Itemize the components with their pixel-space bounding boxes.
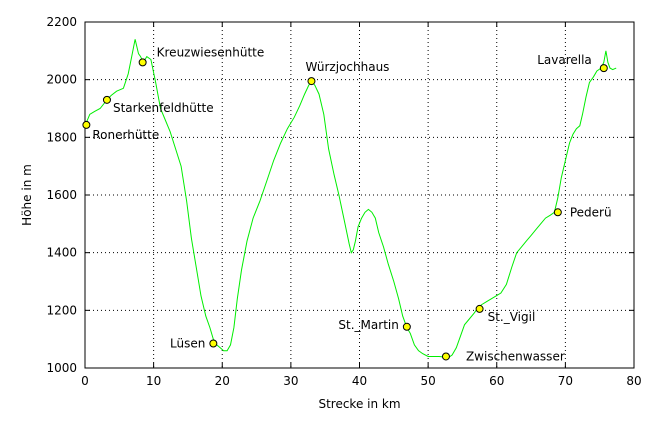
elevation-line xyxy=(84,39,617,359)
grid-lines xyxy=(85,22,634,368)
x-tick-label: 20 xyxy=(215,374,230,388)
waypoint-label: St._Martin xyxy=(338,318,398,332)
x-tick-label: 40 xyxy=(352,374,367,388)
y-tick-label: 2200 xyxy=(46,15,77,29)
waypoint-markers xyxy=(82,58,608,361)
waypoint-label: Zwischenwasser xyxy=(466,349,565,363)
waypoint-marker xyxy=(441,352,450,361)
x-tick-label: 10 xyxy=(146,374,161,388)
y-tick-label: 1600 xyxy=(46,188,77,202)
y-tick-label: 1800 xyxy=(46,130,77,144)
waypoint-marker xyxy=(475,304,484,313)
y-axis-tick-labels: 1000 1200 1400 1600 1800 2000 2200 xyxy=(46,15,77,375)
x-tick-label: 80 xyxy=(626,374,641,388)
x-tick-label: 0 xyxy=(81,374,89,388)
x-axis-label: Strecke in km xyxy=(318,397,400,411)
x-tick-label: 50 xyxy=(420,374,435,388)
x-tick-label: 70 xyxy=(558,374,573,388)
waypoint-marker xyxy=(138,58,147,67)
waypoint-marker xyxy=(82,120,91,129)
x-tick-label: 30 xyxy=(283,374,298,388)
y-tick-label: 1000 xyxy=(46,361,77,375)
y-tick-label: 1400 xyxy=(46,246,77,260)
waypoint-label: Pederü xyxy=(570,205,612,219)
waypoint-marker xyxy=(553,208,562,217)
y-tick-label: 1200 xyxy=(46,303,77,317)
waypoint-label: Starkenfeldhütte xyxy=(113,101,214,115)
waypoint-marker xyxy=(402,322,411,331)
axis-ticks xyxy=(84,21,635,369)
x-axis-tick-labels: 0 10 20 30 40 50 60 70 80 xyxy=(81,374,641,388)
waypoint-label: Kreuzwiesenhütte xyxy=(157,45,265,59)
x-tick-label: 60 xyxy=(489,374,504,388)
waypoint-labels: Ronerhütte Starkenfeldhütte Kreuzwiesenhüt… xyxy=(92,45,611,363)
waypoint-label: Würzjochhaus xyxy=(305,60,389,74)
waypoint-marker xyxy=(599,64,608,73)
waypoint-marker xyxy=(209,339,218,348)
waypoint-label: Lüsen xyxy=(170,336,205,350)
waypoint-marker xyxy=(102,95,111,104)
waypoint-label: Ronerhütte xyxy=(92,128,159,142)
waypoint-marker xyxy=(307,77,316,86)
waypoint-label: Lavarella xyxy=(537,53,592,67)
y-axis-label: Höhe in m xyxy=(20,164,34,226)
waypoint-label: St._Vigil xyxy=(488,310,536,324)
y-tick-label: 2000 xyxy=(46,73,77,87)
